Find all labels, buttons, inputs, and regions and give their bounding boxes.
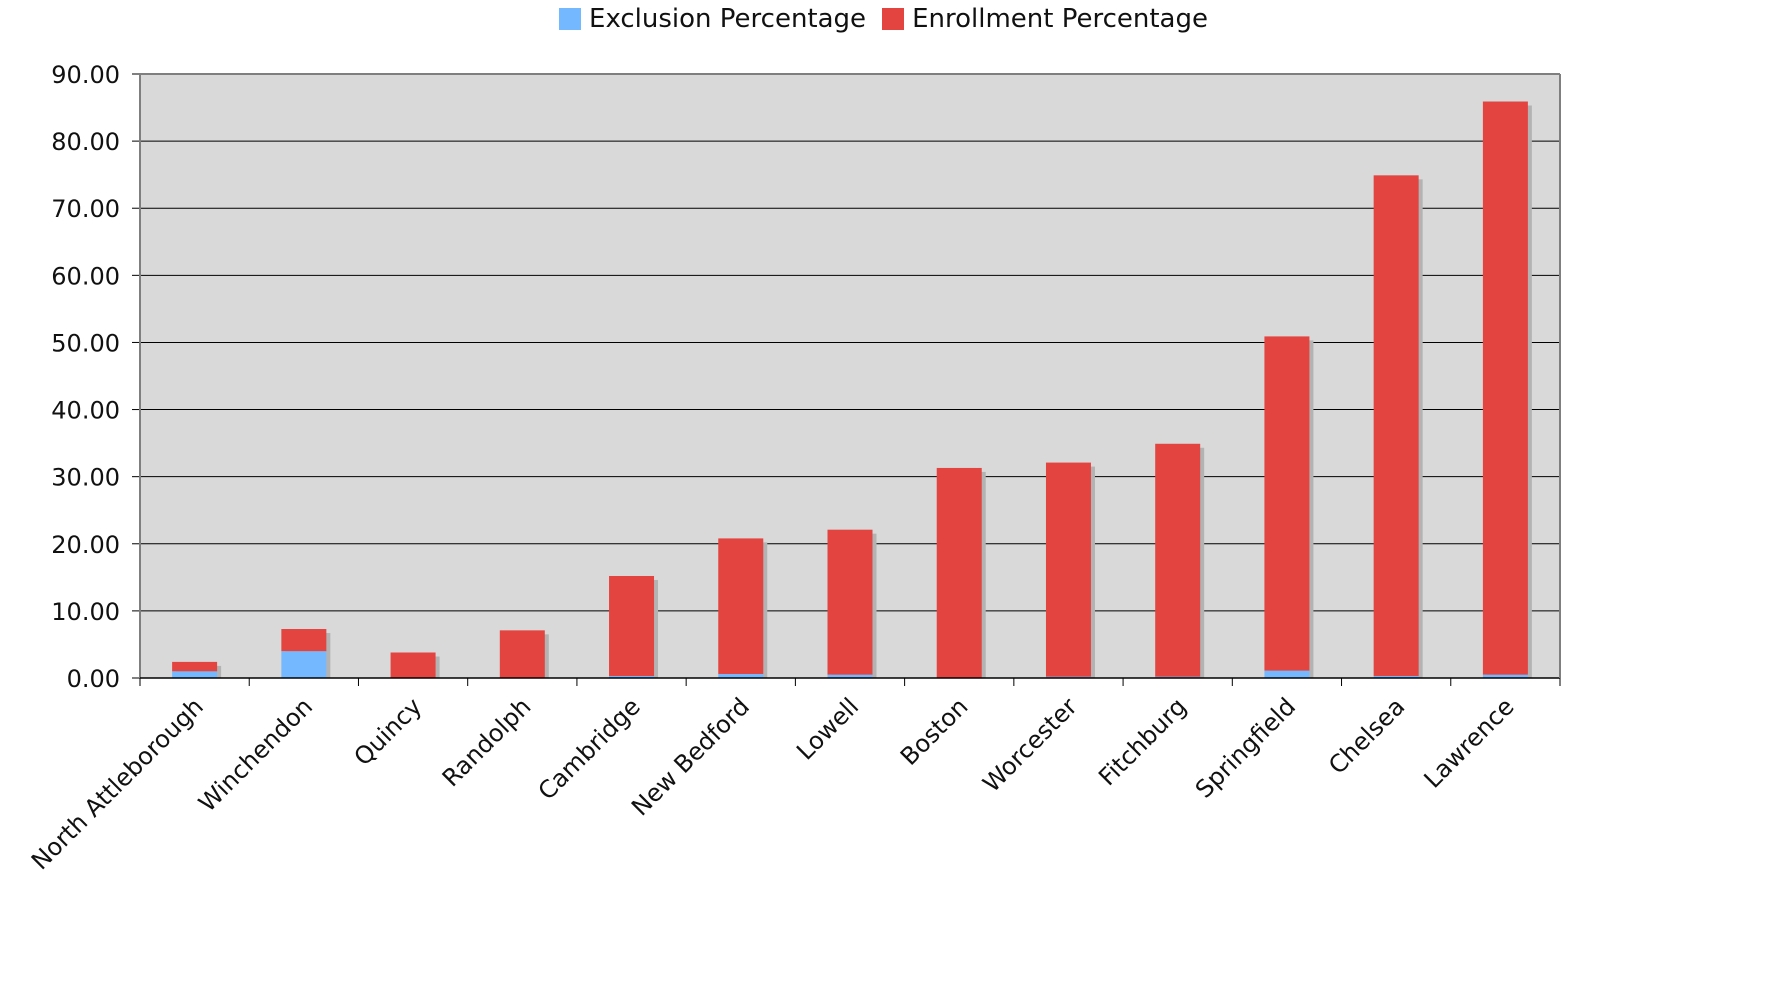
- legend-label-enrollment: Enrollment Percentage: [912, 4, 1208, 34]
- exclusion-bar: [609, 675, 655, 678]
- x-tick-label: Lawrence: [1419, 692, 1520, 793]
- y-tick-label: 20.00: [51, 531, 120, 559]
- exclusion-bar: [281, 651, 327, 678]
- legend-item-enrollment: Enrollment Percentage: [882, 4, 1208, 34]
- enrollment-bar: [281, 629, 327, 652]
- enrollment-bar: [1155, 443, 1201, 677]
- exclusion-bar: [1264, 670, 1310, 678]
- enrollment-bar: [172, 661, 218, 672]
- exclusion-bar: [172, 671, 218, 678]
- y-tick-label: 40.00: [51, 397, 120, 425]
- x-tick-label: Chelsea: [1323, 692, 1410, 779]
- enrollment-bar: [936, 467, 982, 678]
- x-tick-label: Worcester: [977, 692, 1082, 797]
- enrollment-bar: [827, 529, 873, 675]
- enrollment-bar: [718, 538, 764, 674]
- enrollment-bar: [390, 652, 436, 678]
- exclusion-bar: [718, 673, 764, 678]
- exclusion-bar: [1482, 674, 1528, 678]
- exclusion-bar: [827, 674, 873, 678]
- y-tick-label: 10.00: [51, 598, 120, 626]
- enrollment-bar: [1045, 462, 1091, 677]
- y-tick-label: 80.00: [51, 128, 120, 156]
- x-tick-label: New Bedford: [626, 692, 755, 821]
- chart-legend: Exclusion Percentage Enrollment Percenta…: [0, 4, 1767, 34]
- x-tick-label: Lowell: [791, 692, 864, 765]
- x-tick-label: Springfield: [1190, 692, 1301, 803]
- enrollment-bar: [609, 575, 655, 676]
- y-tick-label: 60.00: [51, 262, 120, 290]
- y-tick-label: 90.00: [51, 61, 120, 89]
- x-tick-label: Fitchburg: [1093, 692, 1192, 791]
- exclusion-bar: [1373, 675, 1419, 678]
- legend-swatch-enrollment: [882, 8, 905, 30]
- x-tick-label: Boston: [895, 692, 973, 770]
- x-tick-label: Cambridge: [533, 692, 646, 805]
- enrollment-bar: [1264, 336, 1310, 671]
- y-tick-label: 30.00: [51, 464, 120, 492]
- enrollment-bar: [1373, 175, 1419, 676]
- x-tick-label: Winchendon: [193, 692, 318, 817]
- x-tick-label: Quincy: [349, 692, 428, 771]
- enrollment-bar: [499, 630, 545, 678]
- legend-swatch-exclusion: [559, 8, 582, 30]
- enrollment-bar: [1482, 101, 1528, 675]
- x-tick-label: North Attleborough: [26, 692, 209, 875]
- x-tick-label: Randolph: [437, 692, 537, 792]
- y-tick-label: 50.00: [51, 329, 120, 357]
- legend-item-exclusion: Exclusion Percentage: [559, 4, 866, 34]
- y-tick-label: 70.00: [51, 195, 120, 223]
- y-tick-label: 0.00: [67, 665, 120, 693]
- legend-label-exclusion: Exclusion Percentage: [589, 4, 867, 34]
